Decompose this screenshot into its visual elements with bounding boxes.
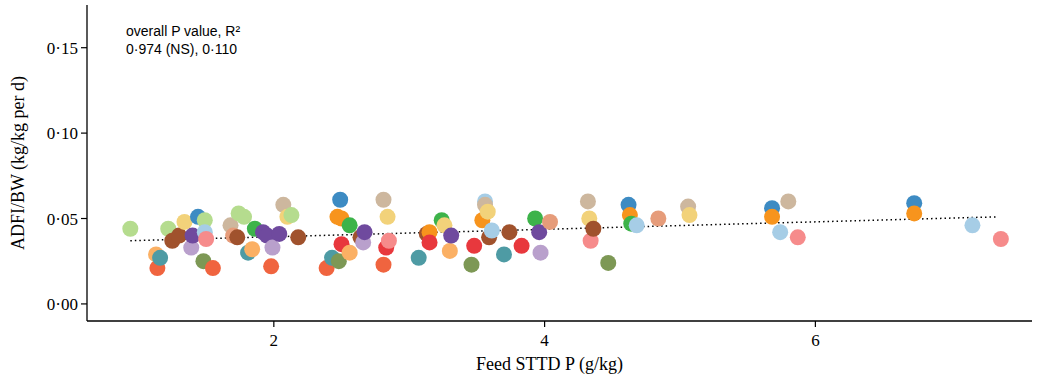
point bbox=[764, 209, 780, 225]
point bbox=[342, 245, 358, 261]
point bbox=[527, 211, 543, 227]
annotation: 0·974 (NS), 0·110 bbox=[126, 41, 237, 57]
point bbox=[600, 255, 616, 271]
y-axis bbox=[86, 5, 87, 321]
x-tick bbox=[273, 321, 274, 327]
y-axis-label: ADFI/BW (kg/kg per d) bbox=[8, 76, 29, 250]
x-axis bbox=[87, 320, 1032, 321]
point bbox=[585, 221, 601, 237]
y-tick bbox=[81, 133, 87, 134]
plot-area bbox=[122, 192, 1009, 276]
point bbox=[122, 221, 138, 237]
point bbox=[264, 240, 280, 256]
point bbox=[375, 192, 391, 208]
point bbox=[236, 209, 252, 225]
point bbox=[443, 228, 459, 244]
point bbox=[244, 241, 260, 257]
point bbox=[229, 229, 245, 245]
point bbox=[790, 229, 806, 245]
point bbox=[629, 217, 645, 233]
annotation: overall P value, R² bbox=[126, 23, 240, 39]
point bbox=[332, 192, 348, 208]
x-axis-label: Feed STTD P (g/kg) bbox=[476, 354, 623, 375]
x-tick-label: 2 bbox=[270, 331, 279, 350]
point bbox=[780, 193, 796, 209]
x-tick bbox=[544, 321, 545, 327]
point bbox=[205, 260, 221, 276]
point bbox=[772, 224, 788, 240]
point bbox=[480, 204, 496, 220]
point bbox=[580, 193, 596, 209]
point bbox=[342, 217, 358, 233]
x-tick-label: 6 bbox=[811, 331, 820, 350]
x-tick bbox=[815, 321, 816, 327]
point bbox=[290, 229, 306, 245]
point bbox=[380, 209, 396, 225]
point bbox=[681, 207, 697, 223]
point bbox=[993, 231, 1009, 247]
point bbox=[283, 207, 299, 223]
x-tick-label: 4 bbox=[540, 331, 549, 350]
point bbox=[381, 233, 397, 249]
y-tick bbox=[81, 47, 87, 48]
point bbox=[357, 224, 373, 240]
point bbox=[650, 211, 666, 227]
point bbox=[271, 226, 287, 242]
point bbox=[198, 231, 214, 247]
point bbox=[533, 245, 549, 261]
point bbox=[466, 238, 482, 254]
point bbox=[442, 243, 458, 259]
point bbox=[906, 205, 922, 221]
y-tick-label: 0·05 bbox=[47, 210, 78, 229]
point bbox=[484, 222, 500, 238]
y-tick bbox=[81, 303, 87, 304]
y-tick-label: 0·00 bbox=[47, 295, 78, 314]
point bbox=[501, 224, 517, 240]
point bbox=[263, 258, 279, 274]
point bbox=[964, 217, 980, 233]
point bbox=[496, 246, 512, 262]
y-tick-label: 0·10 bbox=[47, 124, 78, 143]
point bbox=[514, 238, 530, 254]
point bbox=[463, 257, 479, 273]
y-tick bbox=[81, 218, 87, 219]
point bbox=[375, 257, 391, 273]
point bbox=[152, 250, 168, 266]
point bbox=[542, 214, 558, 230]
point bbox=[422, 234, 438, 250]
y-tick-label: 0·15 bbox=[47, 39, 78, 58]
chart: 0·00 0·05 0·10 0·15 2 4 6 Feed STTD P (g/kg) ADF… bbox=[0, 0, 1042, 378]
point bbox=[411, 250, 427, 266]
